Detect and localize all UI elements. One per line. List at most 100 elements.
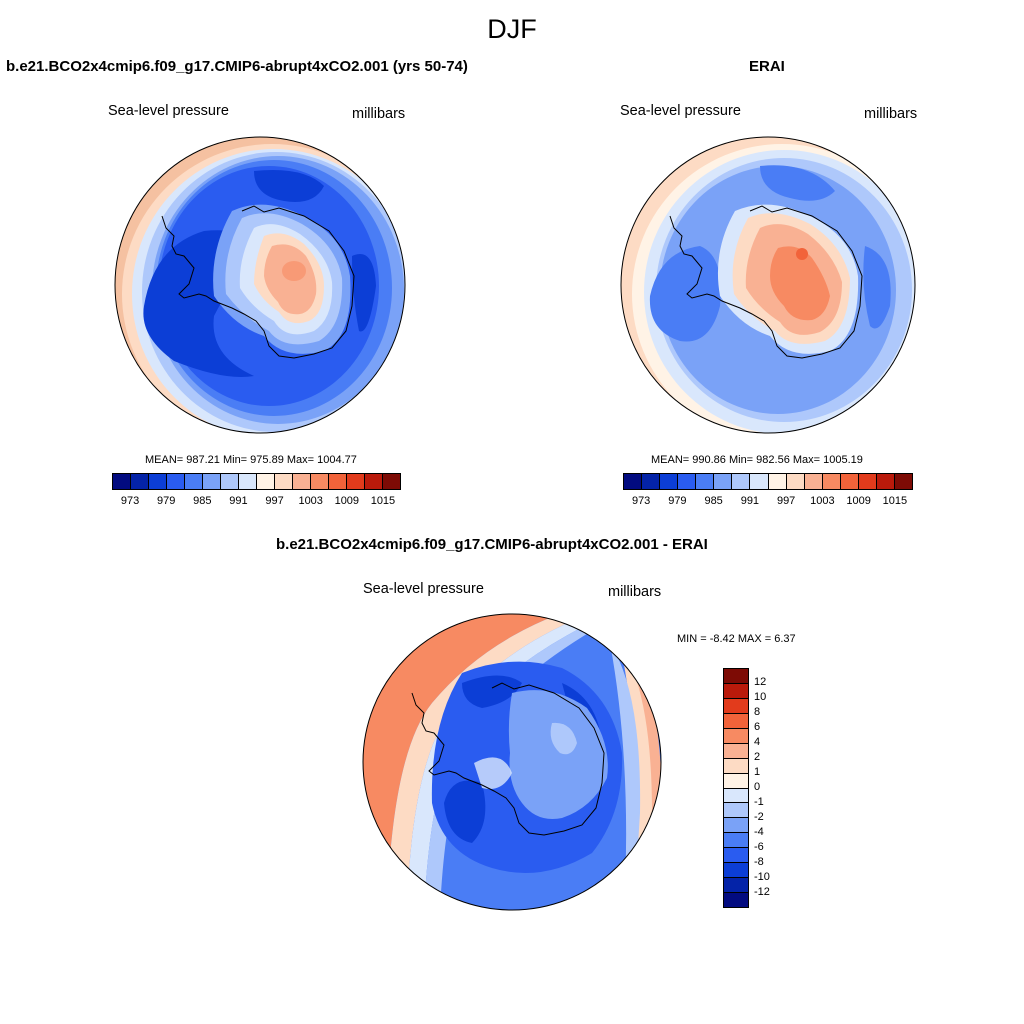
model-colorbar-swatch: [239, 474, 257, 489]
diff-colorbar-swatch: [724, 863, 748, 879]
model-colorbar-swatch: [329, 474, 347, 489]
diff-stats: MIN = -8.42 MAX = 6.37: [677, 633, 796, 645]
diff-colorbar: [723, 668, 749, 908]
diff-variable-label: Sea-level pressure: [363, 581, 484, 597]
model-colorbar: [112, 473, 401, 490]
obs-colorbar-swatch: [822, 474, 841, 489]
model-colorbar-tick-label: 973: [120, 495, 140, 507]
obs-colorbar: [623, 473, 913, 490]
diff-colorbar-tick-label: -4: [754, 826, 764, 838]
diff-colorbar-tick-label: 6: [754, 721, 761, 733]
obs-colorbar-swatch: [768, 474, 787, 489]
model-colorbar-swatch: [383, 474, 400, 489]
obs-colorbar-ticks: 973 979 985 991 997 1003 1009 1015: [623, 495, 911, 509]
model-colorbar-tick-label: 1003: [298, 495, 323, 507]
diff-colorbar-tick-label: 4: [754, 736, 761, 748]
diff-colorbar-ticks: 12 10 8 6 4 2 1 0 -1 -2 -4 -6 -8 -10 -12: [754, 668, 794, 906]
diff-colorbar-tick-label: -8: [754, 856, 764, 868]
model-colorbar-tick-label: 979: [157, 495, 176, 507]
model-colorbar-swatch: [131, 474, 149, 489]
diff-colorbar-swatch: [724, 728, 748, 744]
diff-colorbar-swatch: [724, 803, 748, 819]
diff-colorbar-swatch: [724, 743, 748, 759]
diff-colorbar-tick-label: -6: [754, 841, 764, 853]
obs-colorbar-tick-label: 1015: [882, 495, 908, 507]
obs-stats: MEAN= 990.86 Min= 982.56 Max= 1005.19: [651, 454, 863, 466]
model-colorbar-swatch: [221, 474, 239, 489]
obs-colorbar-swatch: [696, 474, 715, 489]
obs-colorbar-swatch: [642, 474, 661, 489]
diff-colorbar-tick-label: -1: [754, 796, 764, 808]
diff-colorbar-swatch: [724, 713, 748, 729]
obs-colorbar-swatch: [840, 474, 859, 489]
diff-colorbar-swatch: [724, 878, 748, 894]
diff-colorbar-tick-label: 10: [754, 691, 767, 703]
model-colorbar-swatch: [185, 474, 203, 489]
diff-colorbar-tick-label: 8: [754, 706, 761, 718]
diff-units-label: millibars: [608, 584, 662, 600]
diff-colorbar-swatch: [724, 833, 748, 849]
model-colorbar-swatch: [347, 474, 365, 489]
model-colorbar-swatch: [203, 474, 221, 489]
obs-colorbar-tick-label: 979: [668, 495, 687, 507]
obs-units-label: millibars: [864, 106, 918, 122]
diff-colorbar-swatch: [724, 848, 748, 864]
obs-panel-title: ERAI: [749, 58, 785, 75]
obs-polar-map: [620, 136, 916, 434]
obs-colorbar-swatch: [858, 474, 877, 489]
model-panel-title: b.e21.BCO2x4cmip6.f09_g17.CMIP6-abrupt4x…: [6, 58, 468, 75]
obs-colorbar-swatch: [804, 474, 823, 489]
model-colorbar-swatch: [113, 474, 131, 489]
model-units-label: millibars: [352, 106, 406, 122]
obs-colorbar-swatch: [678, 474, 697, 489]
obs-colorbar-swatch: [624, 474, 643, 489]
diff-colorbar-tick-label: -12: [754, 886, 770, 898]
diff-colorbar-tick-label: -10: [754, 871, 770, 883]
model-colorbar-ticks: 973 979 985 991 997 1003 1009 1015: [112, 495, 399, 509]
obs-colorbar-tick-label: 1009: [846, 495, 871, 507]
obs-colorbar-swatch: [786, 474, 805, 489]
model-colorbar-swatch: [293, 474, 311, 489]
obs-colorbar-swatch: [660, 474, 679, 489]
obs-colorbar-swatch: [732, 474, 751, 489]
model-colorbar-tick-label: 997: [265, 495, 284, 507]
obs-colorbar-tick-label: 985: [704, 495, 723, 507]
diff-colorbar-swatch: [724, 758, 748, 774]
diff-colorbar-tick-label: 12: [754, 676, 767, 688]
model-colorbar-swatch: [311, 474, 329, 489]
obs-colorbar-tick-label: 991: [740, 495, 760, 507]
diff-colorbar-tick-label: 1: [754, 766, 761, 778]
main-title: DJF: [487, 14, 537, 44]
diff-colorbar-tick-label: -2: [754, 811, 764, 823]
diff-colorbar-swatch: [724, 788, 748, 804]
diff-polar-map: [362, 613, 662, 911]
obs-colorbar-tick-label: 1003: [810, 495, 835, 507]
model-colorbar-swatch: [365, 474, 383, 489]
model-colorbar-tick-label: 1015: [370, 495, 396, 507]
diff-colorbar-swatch: [724, 669, 748, 684]
obs-colorbar-swatch: [750, 474, 769, 489]
diff-colorbar-tick-label: 2: [754, 751, 761, 763]
diff-colorbar-swatch: [724, 773, 748, 789]
diff-colorbar-swatch: [724, 818, 748, 834]
model-colorbar-swatch: [275, 474, 293, 489]
model-polar-map: [114, 136, 406, 434]
diff-colorbar-tick-label: 0: [754, 781, 761, 793]
diff-colorbar-swatch: [724, 683, 748, 699]
diff-colorbar-swatch: [724, 893, 748, 907]
obs-colorbar-tick-label: 973: [631, 495, 651, 507]
obs-colorbar-tick-label: 997: [776, 495, 796, 507]
obs-colorbar-swatch: [876, 474, 895, 489]
obs-colorbar-swatch: [894, 474, 912, 489]
model-colorbar-tick-label: 1009: [334, 495, 360, 507]
model-colorbar-swatch: [257, 474, 275, 489]
model-stats: MEAN= 987.21 Min= 975.89 Max= 1004.77: [145, 454, 357, 466]
model-variable-label: Sea-level pressure: [108, 103, 229, 119]
model-colorbar-swatch: [167, 474, 185, 489]
model-colorbar-swatch: [149, 474, 167, 489]
diff-colorbar-swatch: [724, 698, 748, 714]
obs-variable-label: Sea-level pressure: [620, 103, 741, 119]
diff-panel-title: b.e21.BCO2x4cmip6.f09_g17.CMIP6-abrupt4x…: [276, 536, 708, 553]
obs-colorbar-swatch: [714, 474, 733, 489]
model-colorbar-tick-label: 991: [229, 495, 248, 507]
